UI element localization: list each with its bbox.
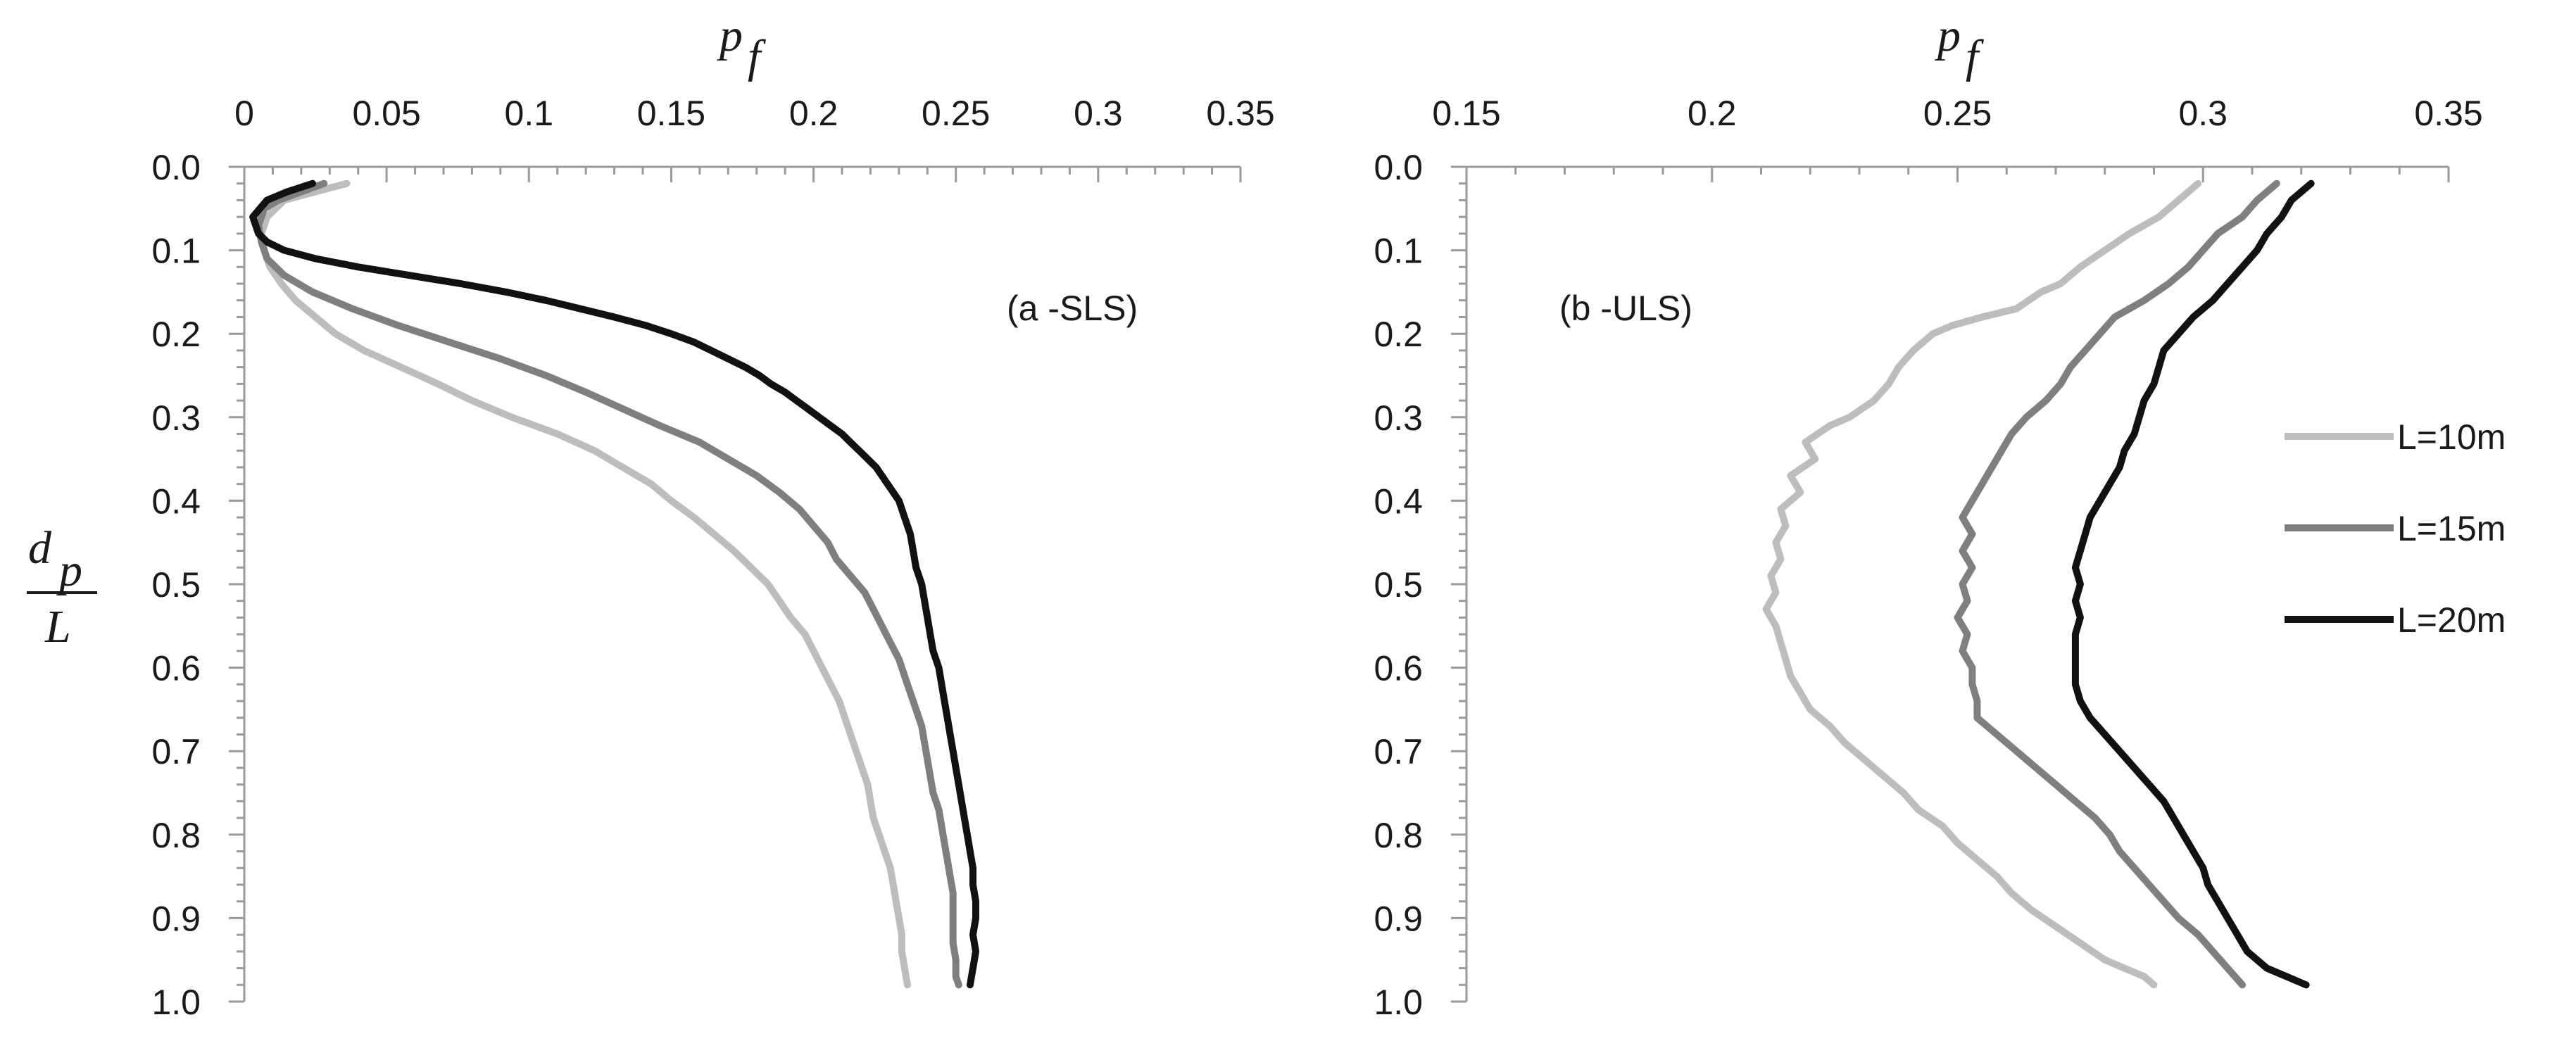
panel-a-x-tick-label: 0.2	[789, 94, 838, 133]
panel-a-y-axis-title-denominator: L	[44, 601, 71, 652]
panel-b-series-l-20m	[2071, 179, 2315, 989]
panel-a-series-l-10m	[258, 179, 911, 989]
panel-b-x-tick-labels: 0.15 0.2 0.25 0.3 0.35	[1432, 94, 2482, 133]
panel-a-y-tick-label: 0.7	[151, 732, 201, 771]
panel-a-x-tick-label: 0.35	[1206, 94, 1274, 133]
panel-a-x-axis-title-subscript: f	[748, 31, 766, 82]
panel-a-series-l-20m	[249, 179, 979, 989]
panel-a-x-tick-label: 0.1	[505, 94, 554, 133]
panel-a-x-tick-labels: 0 0.05 0.1 0.15 0.2 0.25 0.3 0.35	[234, 94, 1275, 133]
panel-b-y-tick-label: 0.7	[1374, 732, 1423, 771]
panel-a-x-tick-label: 0.25	[922, 94, 990, 133]
panel-a-x-axis-title: p	[717, 10, 743, 61]
legend-label-l20: L=20m	[2397, 600, 2506, 640]
panel-a-series	[249, 179, 979, 989]
panel-b-x-tick-label: 0.35	[2414, 94, 2482, 133]
legend-label-l15: L=15m	[2397, 509, 2506, 548]
panel-a-y-tick-label: 0.8	[151, 816, 201, 855]
legend-item-l10: L=10m	[2285, 417, 2506, 457]
panel-a-axes	[229, 165, 1242, 1003]
legend-item-l20: L=20m	[2285, 600, 2506, 640]
panel-a-y-tick-label: 0.0	[151, 148, 201, 187]
panel-b-x-tick-label: 0.2	[1688, 94, 1737, 133]
panel-a-series-l-15m	[255, 179, 962, 989]
panel-a-y-tick-label: 0.5	[151, 565, 201, 605]
panel-a-y-tick-label: 0.4	[151, 481, 201, 521]
panel-b-label: (b -ULS)	[1559, 289, 1692, 328]
legend-item-l15: L=15m	[2285, 509, 2506, 548]
panel-b-y-tick-label: 0.2	[1374, 315, 1423, 354]
panel-b-y-tick-label: 0.3	[1374, 398, 1423, 438]
panel-b-y-tick-label: 0.4	[1374, 481, 1423, 521]
panel-a-y-tick-label: 0.3	[151, 398, 201, 438]
panel-a-x-tick-label: 0.3	[1074, 94, 1123, 133]
panel-b-y-tick-label: 0.1	[1374, 232, 1423, 271]
panel-b-x-tick-label: 0.3	[2178, 94, 2228, 133]
panel-a-label: (a -SLS)	[1007, 289, 1138, 328]
panel-b-x-tick-label: 0.15	[1432, 94, 1500, 133]
panel-b-y-tick-label: 1.0	[1374, 983, 1423, 1022]
panel-b-axes	[1451, 165, 2450, 1003]
panel-b-y-tick-label: 0.5	[1374, 565, 1423, 605]
panel-a-x-tick-label: 0	[234, 94, 254, 133]
panel-b-x-axis-title-subscript: f	[1966, 31, 1984, 82]
panel-b-x-tick-label: 0.25	[1923, 94, 1992, 133]
panel-a: 0 0.05 0.1 0.15 0.2 0.25 0.3 0.35 0.00.10.20.30…	[27, 10, 1275, 1022]
panel-b-y-tick-label: 0.0	[1374, 148, 1423, 187]
panel-b-series-l-15m	[1954, 179, 2280, 989]
panel-a-y-tick-label: 0.6	[151, 649, 201, 688]
panel-b-y-tick-label: 0.9	[1374, 899, 1423, 938]
legend: L=10m L=15m L=20m	[2285, 417, 2506, 640]
panel-a-x-tick-label: 0.15	[637, 94, 705, 133]
panel-b: 0.15 0.2 0.25 0.3 0.35 0.0 0.1 0.2 0.3 0.4 0.5 0.6…	[1374, 10, 2506, 1022]
panel-a-y-tick-label: 0.2	[151, 315, 201, 354]
legend-label-l10: L=10m	[2397, 417, 2506, 457]
panel-a-y-tick-labels: 0.0 0.1 0.2 0.3 0.4 0.5 0.6 0.7 0.8 0.9 1.0	[151, 148, 201, 1022]
panel-a-y-tick-label: 0.9	[151, 899, 201, 938]
panel-b-y-tick-label: 0.8	[1374, 816, 1423, 855]
panel-b-y-tick-label: 0.6	[1374, 649, 1423, 688]
panel-b-x-axis-title: p	[1935, 10, 1961, 61]
panel-a-y-axis-title-numerator: d	[28, 522, 52, 574]
panel-b-y-tick-labels: 0.0 0.1 0.2 0.3 0.4 0.5 0.6 0.7 0.8 0.9 1.0	[1374, 148, 1423, 1022]
panel-b-series	[1762, 179, 2315, 989]
panel-a-y-axis-title-numerator-subscript: p	[56, 545, 82, 596]
panel-a-y-tick-label: 1.0	[151, 983, 201, 1022]
panel-b-series-l-10m	[1762, 179, 2202, 989]
panel-a-x-tick-label: 0.05	[352, 94, 420, 133]
panel-a-y-tick-label: 0.1	[151, 232, 201, 271]
